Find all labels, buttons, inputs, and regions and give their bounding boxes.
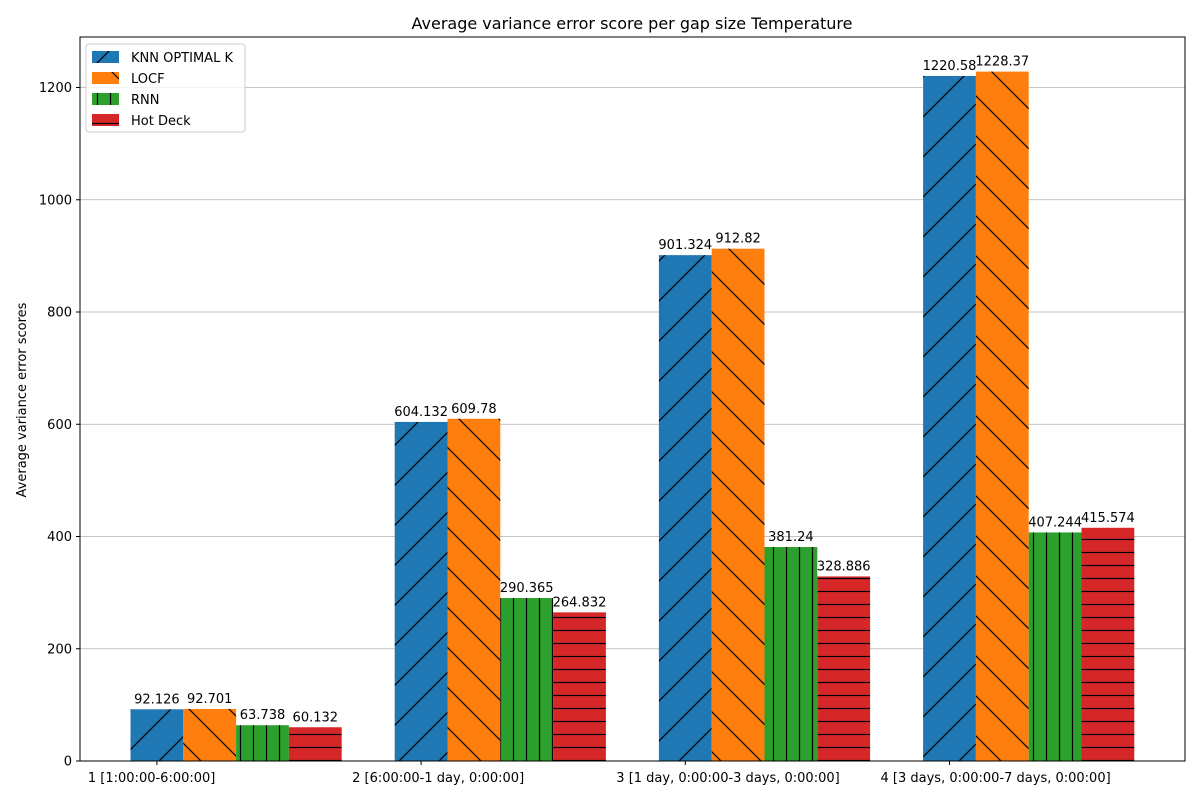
x-tick-label: 2 [6:00:00-1 day, 0:00:00]: [352, 771, 524, 786]
plot-frame: [79, 36, 1186, 762]
bars: [130, 71, 1135, 762]
legend-label: RNN: [131, 93, 159, 108]
axis-ticks: 0 200 400 600 800 1000 1200 1 [1:00:00-6:00:00]…: [39, 81, 1111, 786]
data-label: 264.832: [553, 595, 607, 610]
bar-locf-1: [183, 708, 237, 761]
bar-locf-4: [975, 71, 1029, 762]
x-tick-label: 4 [3 days, 0:00:00-7 days, 0:00:00]: [881, 771, 1111, 786]
bar-hot-deck-4: [1081, 527, 1135, 761]
y-tick-label: 1000: [39, 193, 72, 208]
y-tick-label: 1200: [39, 81, 72, 96]
bar-locf-3: [711, 248, 765, 762]
y-tick-label: 600: [47, 418, 72, 433]
legend: KNN OPTIMAL K LOCF RNN Hot Deck: [85, 43, 246, 133]
bar-rnn-2: [500, 598, 554, 761]
data-label: 609.78: [451, 402, 497, 417]
data-label: 407.244: [1028, 515, 1082, 530]
data-label: 290.365: [500, 581, 554, 596]
bar-hot-deck-2: [553, 612, 606, 761]
chart-title: Average variance error score per gap siz…: [412, 14, 853, 33]
data-label: 92.126: [134, 692, 180, 707]
x-tick-label: 1 [1:00:00-6:00:00]: [88, 771, 215, 786]
data-label: 912.82: [715, 232, 761, 247]
data-label: 1228.37: [975, 55, 1029, 70]
legend-swatch: [92, 93, 119, 105]
bar-hot-deck-3: [817, 576, 871, 761]
legend-label: Hot Deck: [131, 114, 191, 129]
y-tick-label: 800: [47, 306, 72, 321]
y-tick-label: 200: [47, 642, 72, 657]
data-label: 63.738: [240, 708, 286, 723]
data-label: 1220.58: [923, 59, 977, 74]
bar-rnn-3: [764, 547, 818, 761]
bar-hot-deck-1: [288, 727, 342, 761]
legend-box: [85, 43, 246, 133]
legend-label: KNN OPTIMAL K: [131, 51, 233, 66]
y-axis-label: Average variance error scores: [15, 302, 30, 497]
y-tick-label: 0: [64, 755, 72, 770]
data-labels: 92.126 92.701 63.738 60.132 604.132 609.78 290…: [134, 55, 1135, 726]
bar-knn-optimal-k-3: [658, 255, 712, 762]
bar-knn-optimal-k-2: [394, 421, 448, 761]
data-label: 60.132: [293, 710, 339, 725]
legend-swatch: [92, 114, 119, 126]
x-tick-label: 3 [1 day, 0:00:00-3 days, 0:00:00]: [616, 771, 839, 786]
legend-label: LOCF: [131, 72, 165, 87]
legend-swatch: [92, 51, 119, 63]
data-label: 415.574: [1081, 511, 1135, 526]
bar-knn-optimal-k-4: [923, 75, 976, 761]
data-label: 381.24: [768, 530, 814, 545]
data-label: 328.886: [817, 559, 871, 574]
bar-locf-2: [447, 418, 501, 761]
y-tick-label: 400: [47, 530, 72, 545]
bar-rnn-1: [236, 725, 289, 761]
bar-rnn-4: [1028, 532, 1082, 761]
data-label: 604.132: [394, 405, 448, 420]
legend-swatch: [92, 72, 119, 84]
bar-knn-optimal-k-1: [130, 709, 184, 761]
data-label: 92.701: [187, 692, 233, 707]
data-label: 901.324: [658, 238, 712, 253]
